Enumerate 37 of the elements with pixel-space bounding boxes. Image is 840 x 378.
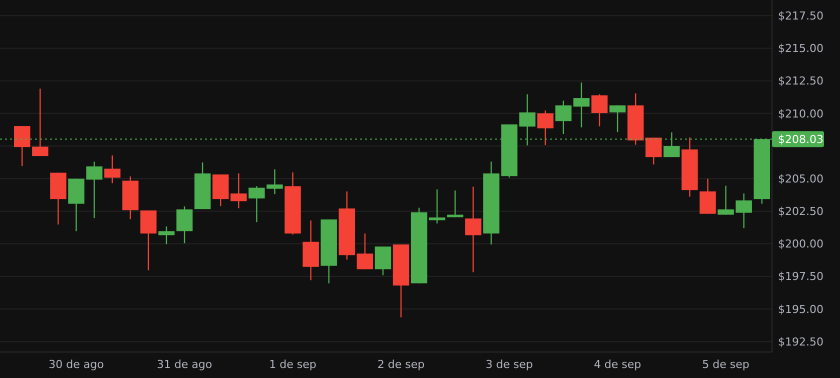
y-tick-label: $217.50	[778, 9, 824, 22]
candlestick	[537, 110, 554, 146]
y-tick-label: $197.50	[778, 270, 824, 284]
candlestick	[573, 82, 590, 128]
candlestick	[428, 188, 446, 224]
candlestick	[356, 232, 374, 270]
candlestick	[14, 125, 30, 167]
candlestick	[555, 100, 572, 135]
candlestick	[591, 94, 608, 127]
y-tick-label: $202.50	[778, 205, 824, 218]
candlestick	[447, 190, 464, 218]
candlestick	[140, 210, 157, 271]
candlestick	[465, 186, 482, 273]
y-tick-label: $212.50	[778, 74, 824, 88]
candlestick	[176, 206, 193, 244]
x-tick-label: 5 de sep	[702, 358, 750, 371]
candlestick	[158, 226, 175, 245]
candlestick	[700, 178, 716, 214]
x-tick-label: 30 de ago	[48, 358, 104, 371]
ref-line-label: $208.03	[778, 132, 824, 146]
y-tick-label: $195.00	[778, 302, 824, 316]
x-tick-label: 31 de ago	[156, 358, 212, 371]
x-tick-label: 4 de sep	[594, 358, 642, 371]
y-tick-label: $192.50	[778, 335, 824, 348]
x-tick-label: 1 de sep	[269, 358, 316, 371]
x-tick-label: 2 de sep	[377, 358, 425, 371]
x-tick-label: 3 de sep	[486, 358, 533, 371]
candlestick	[230, 172, 247, 209]
candlestick	[104, 154, 120, 184]
candlestick	[32, 88, 48, 157]
candlestick	[374, 246, 392, 276]
y-tick-label: $200.00	[778, 238, 824, 251]
y-tick-label: $210.00	[778, 107, 824, 120]
y-tick-label: $205.00	[778, 172, 824, 186]
candlestick	[609, 104, 626, 133]
y-tick-label: $215.00	[778, 42, 824, 56]
candlestick	[646, 137, 662, 165]
